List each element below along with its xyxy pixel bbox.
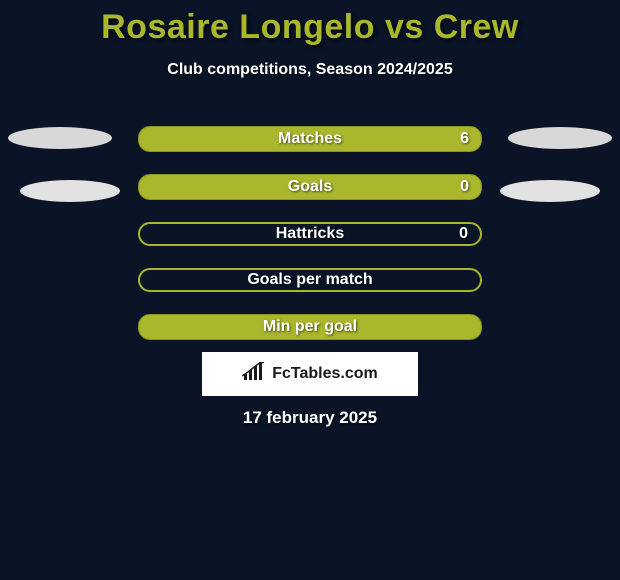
player-left-goals-bubble <box>20 180 120 202</box>
stat-bar-hattricks: Hattricks 0 <box>138 222 482 246</box>
stat-bar-goals: Goals 0 <box>138 174 482 200</box>
stat-bar-goals-per-match: Goals per match <box>138 268 482 292</box>
stat-bars: Matches 6 Goals 0 Hattricks 0 Goals per … <box>138 126 482 362</box>
brand-text: FcTables.com <box>272 365 378 383</box>
stat-label: Min per goal <box>263 318 357 336</box>
subtitle: Club competitions, Season 2024/2025 <box>0 61 620 79</box>
stat-value: 0 <box>459 225 468 243</box>
stat-bar-min-per-goal: Min per goal <box>138 314 482 340</box>
stat-value: 0 <box>460 178 469 196</box>
page-title: Rosaire Longelo vs Crew <box>0 0 620 47</box>
player-left-matches-bubble <box>8 127 112 149</box>
stat-value: 6 <box>460 130 469 148</box>
stat-bar-matches: Matches 6 <box>138 126 482 152</box>
stat-label: Goals per match <box>247 271 372 289</box>
date-text: 17 february 2025 <box>0 408 620 428</box>
bar-chart-icon <box>242 362 266 387</box>
brand-badge[interactable]: FcTables.com <box>202 352 418 396</box>
player-right-matches-bubble <box>508 127 612 149</box>
stat-label: Matches <box>278 130 342 148</box>
stat-label: Hattricks <box>276 225 344 243</box>
stat-label: Goals <box>288 178 332 196</box>
player-right-goals-bubble <box>500 180 600 202</box>
comparison-card: Rosaire Longelo vs Crew Club competition… <box>0 0 620 580</box>
